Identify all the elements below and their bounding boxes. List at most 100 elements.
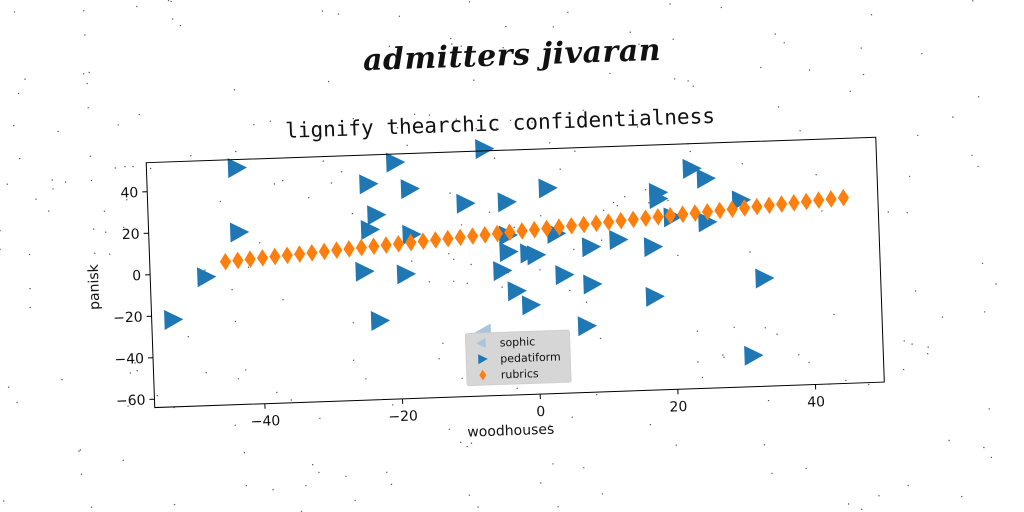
data-point-rubrics [232,251,244,270]
background-speck [330,182,333,184]
background-speck [495,127,498,129]
background-speck [878,495,880,497]
data-point-rubrics [491,224,503,243]
background-speck [0,230,1,232]
background-speck [513,226,515,228]
data-point-rubrics [763,196,775,215]
background-speck [170,0,172,3]
background-speck [868,383,870,386]
background-speck [540,215,542,217]
background-speck [616,205,619,207]
background-speck [692,85,694,88]
background-speck [276,391,278,394]
background-speck [117,124,119,126]
background-speck [847,503,850,505]
background-speck [466,445,468,448]
background-speck [771,472,773,475]
data-point-pedatiform [682,158,702,179]
background-speck [540,482,542,484]
background-speck [981,262,984,265]
background-speck [861,508,863,510]
x-axis-label: woodhouses [467,422,554,441]
background-speck [386,471,388,473]
data-point-rubrics [429,231,442,249]
background-speck [468,1,471,3]
background-speck [941,316,944,318]
x-tick-label: 0 [536,404,545,420]
background-speck [760,66,762,69]
data-point-pedatiform [400,179,420,200]
series-rubrics [219,188,850,271]
data-point-rubrics [281,246,293,265]
y-axis-label: panisk [86,263,104,310]
background-speck [390,483,393,485]
background-speck [697,361,699,363]
background-speck [455,118,457,120]
data-point-pedatiform [196,267,217,288]
background-speck [644,189,647,191]
background-speck [205,372,207,374]
data-point-rubrics [380,236,392,254]
data-point-rubrics [405,233,417,252]
background-speck [245,369,247,371]
data-point-pedatiform [396,264,417,285]
background-speck [473,79,475,81]
background-speck [321,10,324,12]
background-speck [808,69,811,71]
data-point-rubrics [837,188,850,207]
legend-marker [478,354,488,365]
background-speck [972,0,974,2]
data-point-rubrics [294,245,306,263]
background-speck [612,201,615,204]
background-speck [327,80,330,83]
background-speck [269,120,272,122]
background-speck [453,258,455,260]
background-speck [567,11,569,13]
background-speck [89,155,92,157]
data-point-pedatiform [555,265,575,286]
background-speck [388,45,390,47]
data-point-pedatiform [698,212,718,233]
background-speck [231,288,233,291]
background-speck [636,126,639,128]
background-speck [87,107,89,109]
background-speck [392,404,394,406]
background-speck [460,45,462,47]
background-speck [531,121,533,123]
data-point-rubrics [751,197,763,216]
background-speck [601,493,604,495]
background-speck [352,118,354,120]
data-point-pedatiform [164,309,184,330]
background-speck [234,320,237,323]
background-speck [466,282,468,284]
background-speck [234,424,236,426]
background-speck [860,47,862,49]
background-speck [870,14,873,16]
data-point-rubrics [392,235,405,253]
data-point-rubrics [306,243,318,262]
background-speck [689,150,691,153]
y-tick-label: 40 [120,185,138,202]
background-speck [305,485,307,487]
background-speck [687,80,689,82]
background-speck [995,283,997,285]
data-point-rubrics [454,228,466,247]
background-speck [61,379,63,381]
background-speck [557,506,559,508]
background-speck [172,18,174,20]
background-speck [674,78,676,80]
background-speck [774,33,776,35]
background-speck [84,34,86,36]
data-point-pedatiform [526,245,547,266]
data-point-rubrics [776,195,788,213]
background-speck [282,299,284,301]
background-speck [571,416,573,418]
data-point-rubrics [565,217,578,235]
data-point-rubrics [738,199,751,217]
background-speck [764,327,766,329]
background-speck [123,226,125,229]
background-speck [805,467,807,470]
background-speck [596,394,598,396]
background-speck [501,286,503,288]
background-speck [7,386,10,388]
